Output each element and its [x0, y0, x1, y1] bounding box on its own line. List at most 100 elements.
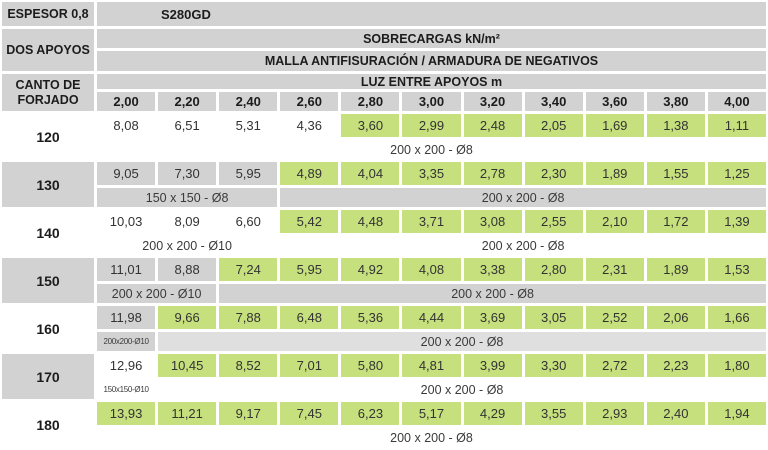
value-cell: 1,80 — [707, 354, 766, 377]
value-cell: 3,71 — [402, 210, 461, 233]
luz-header: LUZ ENTRE APOYOS m — [97, 74, 766, 89]
canto-line2: FORJADO — [17, 92, 79, 107]
value-cell: 3,38 — [463, 258, 522, 281]
value-cell: 2,80 — [524, 258, 583, 281]
mesh-cell: 200 x 200 - Ø10 — [97, 284, 217, 303]
canto-label: 170 — [2, 354, 94, 399]
span-header: 3,80 — [646, 92, 705, 111]
value-cell: 7,24 — [219, 258, 278, 281]
value-cell: 1,25 — [707, 162, 766, 185]
sobrecargas-header: SOBRECARGAS kN/m² — [97, 29, 766, 48]
value-cell: 9,66 — [158, 306, 217, 329]
canto-label: 160 — [36, 320, 60, 337]
canto-line1: CANTO DE — [15, 78, 81, 93]
span-header: 3,00 — [402, 92, 461, 111]
value-cell: 5,42 — [280, 210, 339, 233]
value-cell: 3,35 — [402, 162, 461, 185]
value-cell: 11,98 — [97, 306, 156, 329]
value-cell: 2,93 — [585, 402, 644, 425]
value-cell: 5,95 — [219, 162, 278, 185]
mesh-cell: 200 x 200 - Ø8 — [481, 238, 565, 253]
mesh-cell: 200 x 200 - Ø8 — [219, 284, 766, 303]
value-cell: 2,05 — [524, 114, 583, 137]
value-cell: 10,03 — [109, 214, 143, 229]
value-cell: 1,94 — [707, 402, 766, 425]
value-cell: 6,51 — [174, 118, 200, 133]
span-header: 2,60 — [280, 92, 339, 111]
value-cell: 6,48 — [280, 306, 339, 329]
espesor-label: ESPESOR 0,8 — [2, 2, 94, 26]
value-cell: 1,55 — [646, 162, 705, 185]
value-cell: 4,04 — [341, 162, 400, 185]
value-cell: 2,23 — [646, 354, 705, 377]
value-cell: 7,45 — [280, 402, 339, 425]
value-cell: 4,29 — [463, 402, 522, 425]
value-cell: 4,44 — [402, 306, 461, 329]
value-cell: 3,99 — [463, 354, 522, 377]
value-cell: 8,88 — [158, 258, 217, 281]
value-cell: 2,40 — [646, 402, 705, 425]
span-header: 2,80 — [341, 92, 400, 111]
value-cell: 4,08 — [402, 258, 461, 281]
value-cell: 3,55 — [524, 402, 583, 425]
value-cell: 5,31 — [235, 118, 261, 133]
canto-label: 180 — [36, 416, 60, 433]
span-header: 2,00 — [97, 92, 156, 111]
value-cell: 2,31 — [585, 258, 644, 281]
value-cell: 8,52 — [219, 354, 278, 377]
span-header: 3,40 — [524, 92, 583, 111]
value-cell: 1,38 — [646, 114, 705, 137]
mesh-cell: 200 x 200 - Ø8 — [420, 382, 504, 397]
dos-apoyos-label: DOS APOYOS — [2, 29, 94, 71]
value-cell: 3,30 — [524, 354, 583, 377]
value-cell: 2,55 — [524, 210, 583, 233]
span-header: 2,20 — [158, 92, 217, 111]
value-cell: 5,17 — [402, 402, 461, 425]
canto-label: 140 — [36, 224, 60, 241]
value-cell: 6,60 — [235, 214, 261, 229]
value-cell: 8,08 — [113, 118, 139, 133]
value-cell: 5,95 — [280, 258, 339, 281]
value-cell: 1,69 — [585, 114, 644, 137]
mesh-cell: 200 x 200 - Ø8 — [390, 430, 473, 445]
value-cell: 3,60 — [341, 114, 400, 137]
value-cell: 4,89 — [280, 162, 339, 185]
mesh-cell: 150 x 150 - Ø8 — [97, 188, 278, 207]
mesh-cell: 150x150-Ø10 — [103, 385, 149, 394]
value-cell: 2,30 — [524, 162, 583, 185]
mesh-cell: 200 x 200 - Ø10 — [142, 238, 232, 253]
value-cell: 12,96 — [109, 358, 143, 373]
span-header: 4,00 — [707, 92, 766, 111]
value-cell: 9,17 — [219, 402, 278, 425]
value-cell: 2,06 — [646, 306, 705, 329]
value-cell: 9,05 — [97, 162, 156, 185]
value-cell: 3,69 — [463, 306, 522, 329]
value-cell: 2,52 — [585, 306, 644, 329]
value-cell: 11,01 — [97, 258, 156, 281]
value-cell: 1,53 — [707, 258, 766, 281]
steel-grade-label: S280GD — [97, 2, 766, 26]
mesh-cell: 200 x 200 - Ø8 — [390, 142, 473, 157]
value-cell: 4,48 — [341, 210, 400, 233]
value-cell: 3,05 — [524, 306, 583, 329]
value-cell: 2,10 — [585, 210, 644, 233]
value-cell: 2,48 — [463, 114, 522, 137]
span-header: 2,40 — [219, 92, 278, 111]
value-cell: 8,09 — [174, 214, 200, 229]
value-cell: 2,99 — [402, 114, 461, 137]
value-cell: 6,23 — [341, 402, 400, 425]
value-cell: 4,92 — [341, 258, 400, 281]
canto-label: 130 — [2, 162, 94, 207]
value-cell: 5,80 — [341, 354, 400, 377]
value-cell: 4,81 — [402, 354, 461, 377]
value-cell: 4,36 — [296, 118, 322, 133]
value-cell: 3,08 — [463, 210, 522, 233]
span-header: 3,20 — [463, 92, 522, 111]
mesh-cell: 200 x 200 - Ø8 — [158, 332, 766, 351]
mesh-cell: 200 x 200 - Ø8 — [280, 188, 766, 207]
value-cell: 1,89 — [646, 258, 705, 281]
value-cell: 5,36 — [341, 306, 400, 329]
mesh-cell: 200x200-Ø10 — [97, 332, 156, 351]
value-cell: 11,21 — [158, 402, 217, 425]
